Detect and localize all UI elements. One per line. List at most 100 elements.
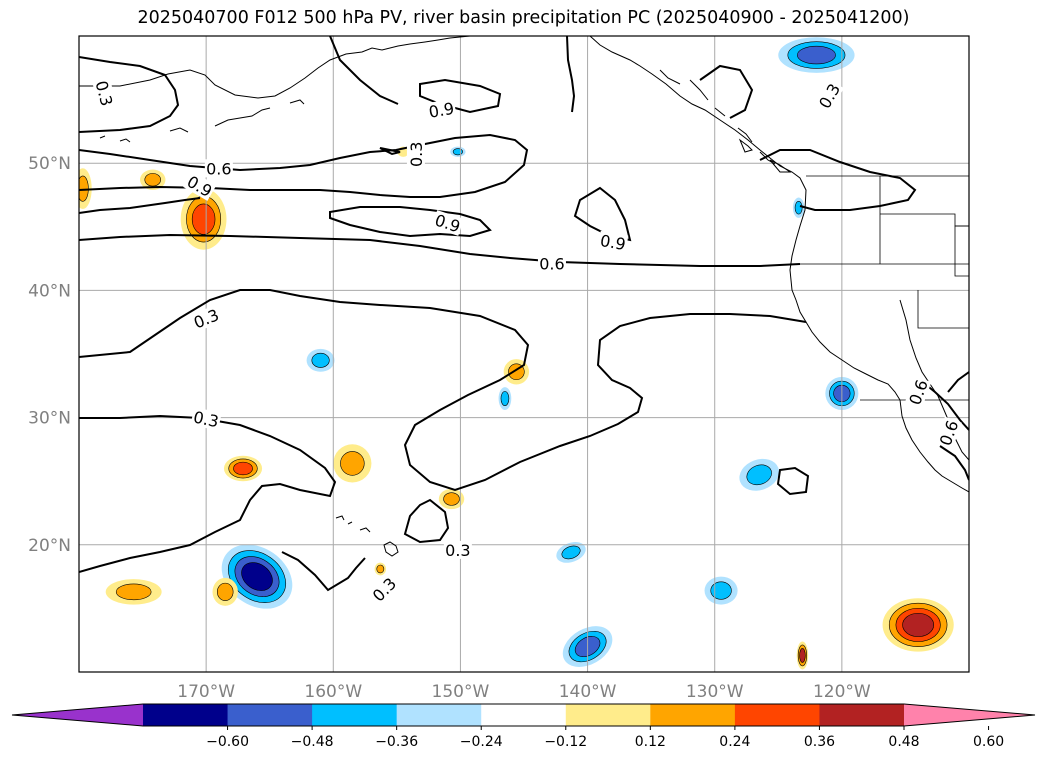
contour-label-text: 0.9 (427, 99, 455, 122)
lat-tick-label: 50°N (28, 154, 71, 174)
precip-blob (221, 544, 293, 609)
precip-level (799, 648, 806, 663)
pv-contour-alaska (329, 36, 399, 105)
contour-label: 0.9 (597, 230, 629, 254)
lon-tick-label: 140°W (559, 682, 617, 702)
precip-level (500, 391, 510, 406)
aleutian-islands-west (99, 99, 305, 143)
vancouver-island (738, 138, 792, 173)
utah-corner (954, 225, 969, 277)
precip-level (797, 45, 836, 65)
precip-level (376, 564, 385, 574)
precip-level (794, 201, 803, 215)
precip-level (191, 203, 216, 235)
lat-tick-label: 40°N (28, 281, 71, 301)
precip-level (561, 545, 581, 560)
map-title: 2025040700 F012 500 hPa PV, river basin … (137, 8, 910, 28)
hawaii-big-island (383, 541, 399, 557)
colorbar-tick-label: −0.12 (544, 734, 587, 750)
contour-label: 0.3 (443, 540, 472, 560)
contour-label: 0.9 (426, 98, 457, 122)
precip-blob (223, 455, 263, 482)
precip-level (902, 612, 935, 637)
precip-blob (739, 458, 780, 491)
pv-contour-0.3-mid (79, 289, 807, 492)
precip-level (710, 581, 732, 600)
contour-label: 0.6 (204, 159, 233, 178)
precip-blob (105, 579, 162, 605)
colorbar-segment (650, 704, 736, 726)
precip-blob (212, 577, 238, 606)
contour-label-text: 0.3 (192, 407, 221, 431)
lat-tick-label: 20°N (28, 536, 71, 556)
precip-blob (796, 641, 809, 670)
lon-tick-label: 150°W (432, 682, 490, 702)
pv-contour-0.6-north (79, 133, 529, 198)
colorbar-segment (481, 704, 567, 726)
precip-blob (140, 169, 166, 190)
precip-blob (882, 598, 954, 652)
colorbar-outline (11, 703, 1036, 727)
pv-contour-southeast (939, 445, 969, 481)
precip-blob (498, 387, 512, 410)
precip-blob (778, 37, 855, 73)
lon-tick-label: 160°W (304, 682, 362, 702)
colorbar-tick-label: 0.36 (804, 734, 835, 750)
contour-label-text: 0.9 (599, 231, 627, 254)
pv-contours (79, 36, 969, 592)
precip-blob (556, 542, 586, 563)
nevada-border (917, 290, 969, 329)
pv-contour-0.9-center (329, 206, 492, 238)
colorbar-tick-label: 0.12 (635, 734, 666, 750)
colorbar-segment (734, 704, 820, 726)
pv-contour-0.3-small (379, 147, 401, 156)
colorbar-tick-label: −0.60 (206, 734, 249, 750)
pv-contour-0.3-north (79, 56, 180, 133)
precip-blob (792, 197, 805, 218)
colorbar-segment (312, 704, 398, 726)
colorbar-segment (396, 704, 482, 726)
lon-tick-label: 130°W (686, 682, 744, 702)
hawaii-islands (335, 515, 371, 533)
contour-label-text: 0.6 (206, 159, 231, 178)
pv-contour-0.3-bc (699, 64, 754, 119)
pv-contour-0.9-west (79, 197, 201, 214)
precip-level (311, 352, 330, 368)
lat-tick-label: 30°N (28, 409, 71, 429)
latitude-labels: 50°N 40°N 30°N 20°N (28, 154, 71, 556)
precip-level (746, 464, 772, 486)
pv-contour-0.6-mid (79, 233, 801, 267)
precip-level (452, 148, 463, 156)
lon-tick-label: 120°W (813, 682, 871, 702)
colorbar-tick-label: 0.60 (973, 734, 1004, 750)
plot-frame (78, 35, 970, 673)
pv-contour-0.6-southwest (919, 371, 969, 431)
colorbar: −0.60 −0.48 −0.36 −0.24 −0.12 0.12 0.24 0.36 0.4… (11, 703, 1036, 750)
precip-blob (438, 488, 465, 510)
pv-contour-gulf (566, 36, 576, 113)
colorbar-tick-label: 0.48 (888, 734, 919, 750)
contour-label: 0.3 (190, 407, 222, 431)
colorbar-tick-label: 0.24 (719, 734, 750, 750)
contour-label: 0.6 (537, 255, 566, 274)
lon-tick-label: 170°W (177, 682, 235, 702)
pv-contour-0.3-east (776, 466, 810, 496)
precip-level (216, 582, 234, 601)
colorbar-tick-label: −0.48 (291, 734, 334, 750)
precip-level (340, 451, 365, 476)
precip-blob (333, 444, 372, 483)
aleutian-islands (169, 107, 271, 133)
colorbar-extend-low (12, 704, 143, 726)
longitude-labels: 170°W 160°W 150°W 140°W 130°W 120°W (177, 682, 871, 702)
precip-blob (450, 146, 466, 157)
colorbar-segment (819, 704, 905, 726)
contour-label: 0.3 (406, 140, 426, 169)
precip-level (443, 492, 460, 506)
colorbar-segment (565, 704, 651, 726)
contour-label-text: 0.6 (539, 255, 564, 274)
precip-blob (79, 168, 92, 209)
precip-level (241, 562, 273, 591)
alaska-coastline (79, 36, 471, 99)
bc-inlets (659, 69, 776, 165)
